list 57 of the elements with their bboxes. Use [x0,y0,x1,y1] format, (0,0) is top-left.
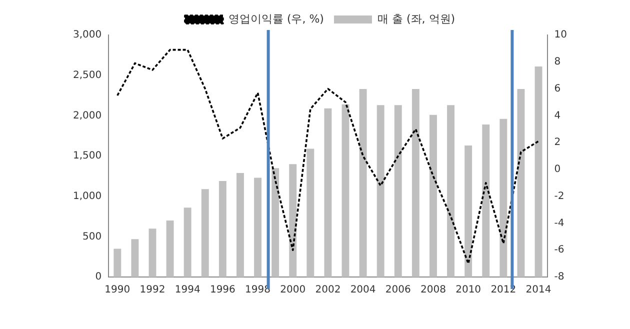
bar [359,89,367,277]
y2-tick-label: -2 [554,190,564,202]
y-tick-label: 3,000 [72,30,102,41]
y-tick-label: 0 [95,272,102,283]
x-tick-label: 2014 [526,284,552,296]
bar [184,208,192,277]
bar [131,239,139,277]
bar [218,181,226,277]
bar [342,104,350,277]
bar [272,168,280,277]
x-tick-label: 1992 [140,284,166,296]
bar [412,89,420,277]
bar [447,105,454,277]
x-tick-label: 1994 [174,284,200,296]
y2-tick-label: 8 [554,56,561,68]
bar [430,114,437,277]
bar [306,148,314,277]
y2-tick-label: -6 [554,244,564,256]
y2-tick-label: 2 [554,137,561,148]
x-tick-label: 2012 [490,284,516,296]
x-tick-label: 2004 [350,284,376,296]
y2-tick-label: 6 [554,83,561,94]
bar [148,228,156,277]
x-tick-label: 2010 [456,284,482,296]
line-series [116,48,540,264]
bar [482,124,490,277]
y-tick-label: 1,500 [72,150,102,162]
x-tick-label: 2002 [315,284,341,296]
bar [254,178,262,277]
x-tick-label: 2000 [280,284,306,296]
x-tick-label: 1990 [104,284,130,296]
y2-tick-label: 4 [554,110,561,122]
bar [201,189,209,277]
bar [289,164,297,277]
bar [517,89,525,277]
bar [500,118,508,277]
legend-label: 영업이익률 (우, %) [228,12,324,26]
x-tick-label: 2008 [420,284,446,296]
y2-tick-label: -8 [554,272,564,283]
legend-label: 매 출 (좌, 억원) [377,12,456,26]
y2-tick-label: -4 [554,218,564,229]
bar [236,172,244,277]
bar [324,108,332,277]
bar [464,146,472,277]
bar [114,248,122,277]
y-tick-label: 2,500 [72,70,102,81]
y-tick-label: 1,000 [72,190,102,202]
bar [534,66,542,277]
bar [166,220,174,277]
bar [376,105,384,277]
y-tick-label: 2,000 [72,110,102,122]
y2-tick-label: 10 [554,30,568,41]
x-tick-label: 1996 [210,284,236,296]
y2-tick-label: 0 [554,164,561,176]
x-tick-label: 2006 [385,284,411,296]
y-tick-label: 500 [82,231,102,242]
bar [394,105,402,277]
